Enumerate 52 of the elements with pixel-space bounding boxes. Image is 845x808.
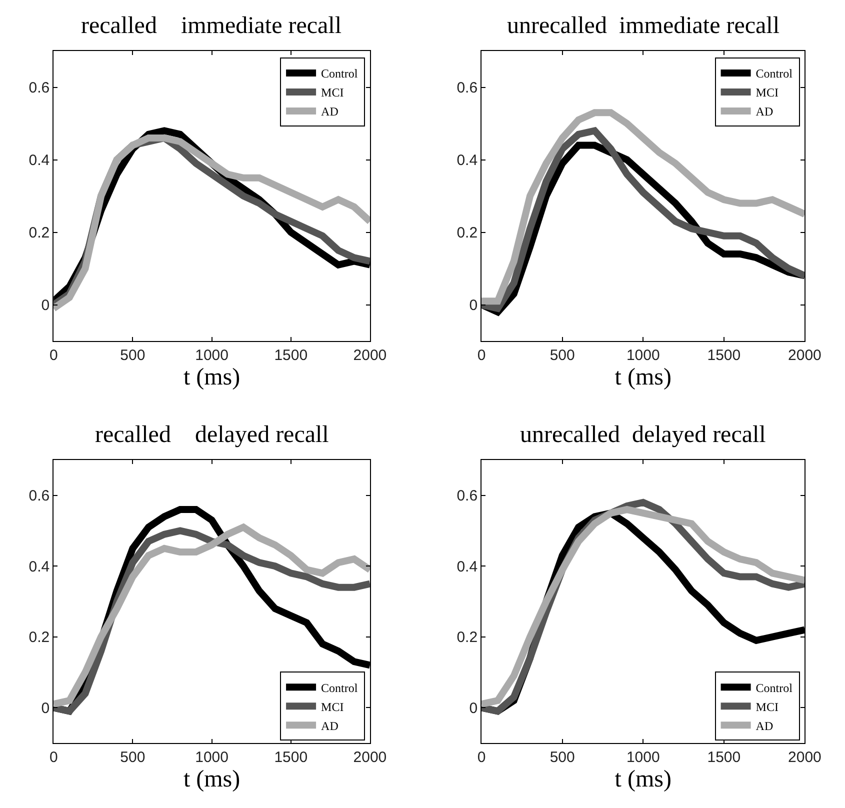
- legend-label: Control: [321, 66, 358, 81]
- y-tick-label: 0.6: [28, 488, 50, 505]
- y-tick-label: 0: [469, 297, 478, 314]
- y-tick-label: 0.6: [456, 80, 478, 96]
- x-tick-label: 1000: [195, 749, 228, 766]
- y-tick-label: 0.2: [28, 224, 50, 242]
- x-tick-label: 1500: [274, 749, 308, 766]
- legend-label: MCI: [321, 86, 344, 100]
- legend-label: MCI: [756, 86, 778, 100]
- x-tick-label: 1500: [707, 347, 741, 364]
- x-tick-label: 2000: [788, 749, 822, 766]
- x-tick-label: 500: [550, 749, 575, 766]
- x-tick-label: 1000: [195, 347, 228, 364]
- legend-label: AD: [756, 104, 774, 119]
- legend-label: AD: [321, 718, 339, 733]
- x-axis-title: t (ms): [183, 766, 240, 792]
- x-axis-title: t (ms): [614, 364, 672, 390]
- y-tick-label: 0.4: [456, 558, 478, 576]
- y-tick-label: 0.6: [28, 80, 50, 96]
- legend-label: MCI: [321, 700, 344, 714]
- chart-title: recalled immediate recall: [81, 13, 342, 39]
- y-tick-label: 0: [41, 297, 50, 314]
- legend-label: AD: [321, 104, 339, 119]
- chart-title: unrecalled immediate recall: [507, 13, 780, 39]
- chart-title: unrecalled delayed recall: [520, 422, 766, 448]
- legend-label: Control: [756, 680, 794, 695]
- y-tick-label: 0.4: [28, 558, 50, 576]
- y-tick-label: 0.4: [28, 152, 50, 169]
- x-tick-label: 500: [120, 749, 146, 766]
- x-tick-label: 500: [550, 347, 575, 364]
- legend-label: Control: [321, 680, 358, 695]
- x-tick-label: 2000: [353, 347, 387, 364]
- y-tick-label: 0: [469, 700, 478, 717]
- y-tick-label: 0.2: [456, 224, 478, 242]
- chart-title: recalled delayed recall: [95, 422, 330, 448]
- x-tick-label: 2000: [788, 347, 822, 364]
- x-tick-label: 1500: [707, 749, 741, 766]
- x-tick-label: 1000: [626, 749, 660, 766]
- x-tick-label: 2000: [353, 749, 387, 766]
- x-axis-title: t (ms): [614, 766, 672, 792]
- legend-label: MCI: [756, 700, 778, 714]
- x-tick-label: 500: [120, 347, 146, 364]
- x-tick-label: 1000: [626, 347, 660, 364]
- legend-label: AD: [756, 718, 774, 733]
- y-tick-label: 0.2: [456, 629, 478, 646]
- y-tick-label: 0: [41, 700, 50, 717]
- y-tick-label: 0.2: [28, 629, 50, 646]
- x-tick-label: 1500: [274, 347, 308, 364]
- legend-label: Control: [756, 66, 794, 81]
- x-axis-title: t (ms): [183, 364, 240, 390]
- y-tick-label: 0.4: [456, 152, 478, 169]
- y-tick-label: 0.6: [456, 488, 478, 505]
